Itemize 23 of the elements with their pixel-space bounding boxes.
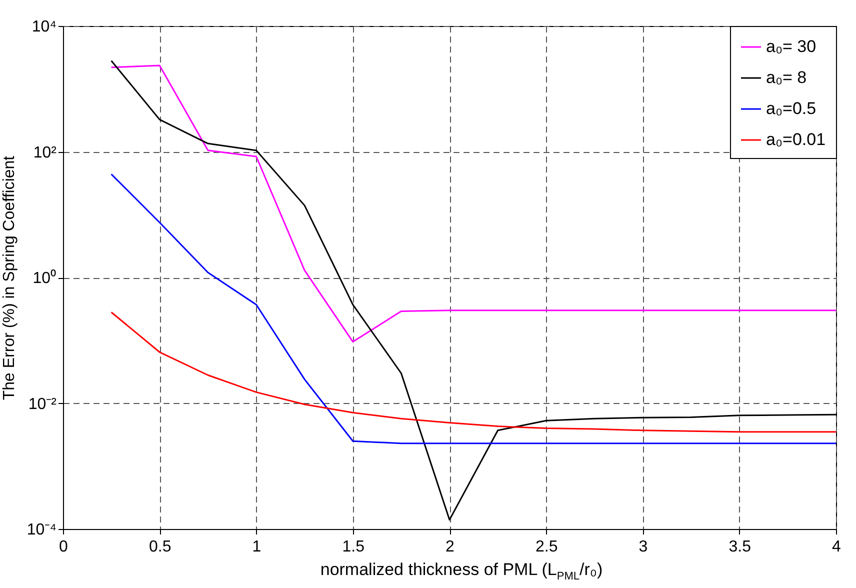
y-tick-label: 10² <box>33 144 58 162</box>
legend-label: a₀= 30 <box>766 37 816 56</box>
x-tick-label: 3.5 <box>728 538 752 556</box>
x-tick-label: 0.5 <box>149 538 172 556</box>
x-axis-title: normalized thickness of PML (L$_{PML}$/r₀) <box>319 560 604 582</box>
line-series <box>110 64 837 343</box>
x-tick-label: 1 <box>252 538 262 556</box>
y-tick-label: 10⁰ <box>32 269 56 287</box>
x-tick-label: 1.5 <box>342 538 365 556</box>
x-tick-label: 2 <box>446 538 455 556</box>
x-tick-label: 0 <box>59 538 68 556</box>
y-tick-label: 10⁴ <box>32 18 57 36</box>
x-tick-label: 2.5 <box>536 538 558 556</box>
y-tick-label: 10⁻⁴ <box>26 522 57 538</box>
legend-label: a₀=0.5 <box>766 99 816 118</box>
legend-label: a₀= 8 <box>766 68 807 87</box>
y-axis-title: The Error (%) in Spring Coefficient <box>0 155 18 400</box>
y-tick-label: 10⁻² <box>28 396 58 413</box>
x-tick-label: 4 <box>832 538 842 556</box>
line-series <box>110 312 837 433</box>
x-tick-label: 3 <box>638 538 648 556</box>
line-series <box>110 173 837 444</box>
legend-label: a₀=0.01 <box>766 130 826 149</box>
